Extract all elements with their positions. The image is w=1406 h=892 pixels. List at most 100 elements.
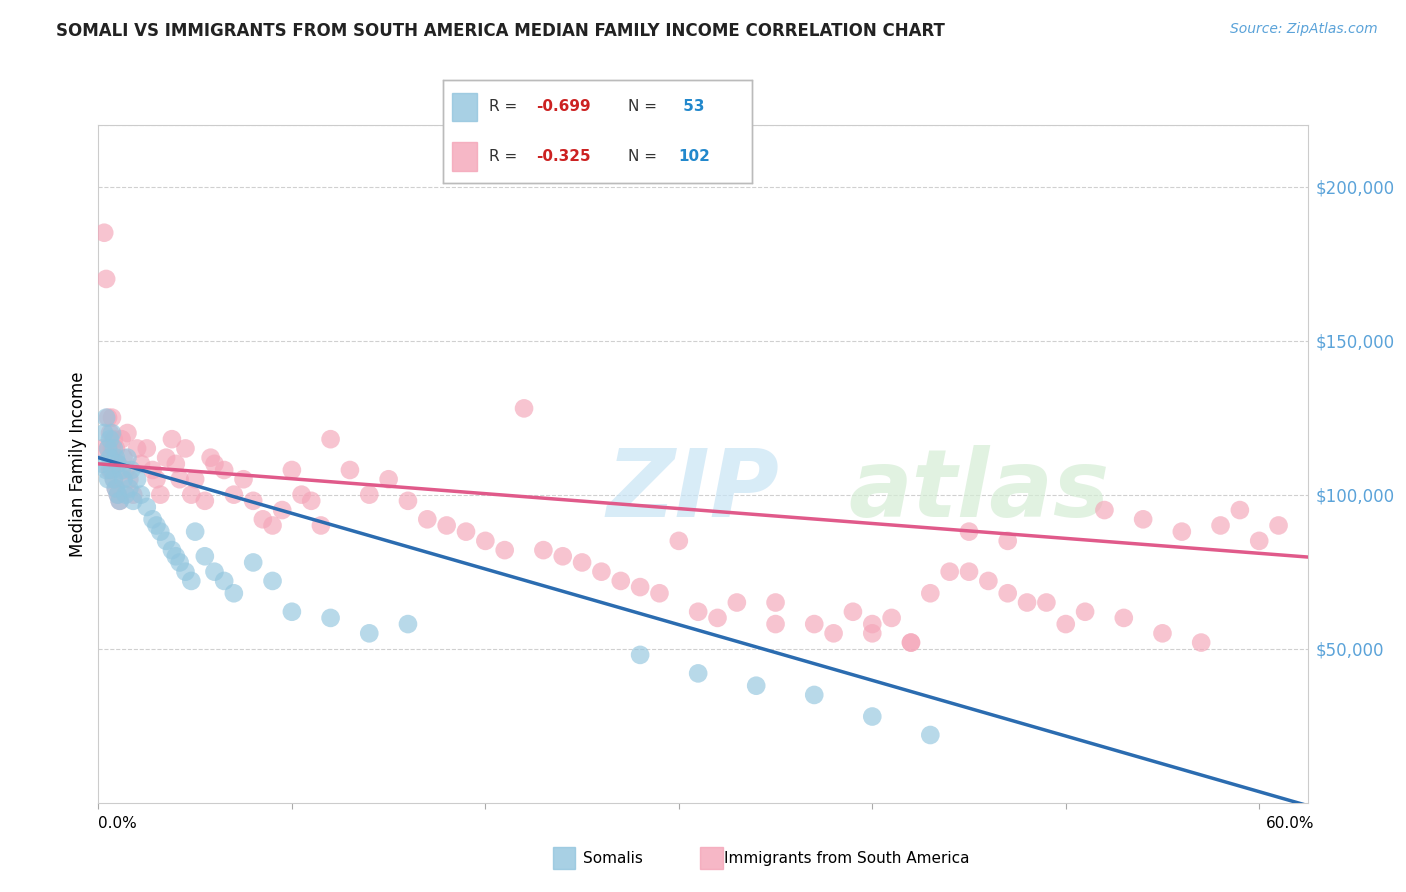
Point <box>436 518 458 533</box>
Point <box>290 488 312 502</box>
Point <box>628 580 651 594</box>
Point <box>319 611 342 625</box>
Point <box>184 524 207 539</box>
Point <box>1171 524 1194 539</box>
Text: Source: ZipAtlas.com: Source: ZipAtlas.com <box>1230 22 1378 37</box>
Point <box>200 450 222 465</box>
Point <box>112 472 135 486</box>
Point <box>242 493 264 508</box>
Point <box>96 463 118 477</box>
Point <box>1189 635 1212 649</box>
Point <box>396 617 419 632</box>
Point <box>474 533 496 548</box>
Point <box>281 463 304 477</box>
Point <box>725 595 748 609</box>
Point <box>142 512 165 526</box>
Point <box>823 626 845 640</box>
Text: 0.0%: 0.0% <box>98 816 138 831</box>
Text: 102: 102 <box>678 149 710 164</box>
Text: ZIP: ZIP <box>606 445 779 537</box>
Point <box>309 518 332 533</box>
Text: R =: R = <box>489 99 523 114</box>
Point <box>938 565 960 579</box>
Point <box>107 457 129 471</box>
Point <box>1132 512 1154 526</box>
Point <box>359 488 381 502</box>
Y-axis label: Median Family Income: Median Family Income <box>69 371 87 557</box>
Point <box>111 463 134 477</box>
Point <box>112 450 135 465</box>
Point <box>551 549 574 564</box>
Point <box>97 442 120 456</box>
Point <box>204 457 226 471</box>
Point <box>204 565 226 579</box>
Point <box>591 565 613 579</box>
Point <box>745 679 768 693</box>
Point <box>1054 617 1077 632</box>
Text: R =: R = <box>489 149 523 164</box>
Text: Somalis: Somalis <box>583 851 644 865</box>
Point <box>957 524 980 539</box>
Text: Immigrants from South America: Immigrants from South America <box>724 851 970 865</box>
Point <box>135 500 157 514</box>
Point <box>212 574 235 588</box>
Point <box>900 635 922 649</box>
Point <box>129 457 152 471</box>
Point <box>180 488 202 502</box>
Point <box>416 512 439 526</box>
Text: 60.0%: 60.0% <box>1267 816 1315 831</box>
Point <box>169 472 191 486</box>
Point <box>262 574 284 588</box>
Point <box>98 450 121 465</box>
Point <box>120 463 142 477</box>
Point <box>997 586 1019 600</box>
Point <box>706 611 728 625</box>
Point <box>271 503 294 517</box>
Point <box>803 688 825 702</box>
Point <box>180 574 202 588</box>
Text: N =: N = <box>628 149 662 164</box>
Point <box>117 425 139 440</box>
Point <box>174 565 197 579</box>
Point <box>688 666 710 681</box>
Point <box>377 472 399 486</box>
Point <box>98 463 121 477</box>
Point <box>104 482 127 496</box>
Point <box>1267 518 1289 533</box>
Point <box>149 488 172 502</box>
Point <box>108 493 131 508</box>
Point <box>114 463 136 477</box>
Point <box>920 586 942 600</box>
Point <box>628 648 651 662</box>
Point <box>765 595 787 609</box>
Point <box>339 463 361 477</box>
Point <box>142 463 165 477</box>
Point <box>104 450 127 465</box>
Point <box>107 457 129 471</box>
Point <box>108 493 131 508</box>
Point <box>96 272 118 286</box>
Point <box>93 425 115 440</box>
Point <box>93 226 115 240</box>
Point <box>222 586 245 600</box>
Point <box>1152 626 1174 640</box>
Point <box>359 626 381 640</box>
Point <box>98 432 121 446</box>
Point <box>104 482 127 496</box>
Bar <box>453 93 477 121</box>
Point <box>1112 611 1135 625</box>
Point <box>1209 518 1232 533</box>
Point <box>194 549 217 564</box>
Point <box>860 709 883 723</box>
Point <box>1035 595 1057 609</box>
Text: atlas: atlas <box>848 445 1109 537</box>
Point <box>160 432 183 446</box>
Text: -0.325: -0.325 <box>536 149 591 164</box>
Point <box>97 442 120 456</box>
Text: N =: N = <box>628 99 662 114</box>
Point <box>91 442 114 456</box>
Point <box>118 472 141 486</box>
Point <box>117 450 139 465</box>
Point <box>212 463 235 477</box>
Point <box>103 442 125 456</box>
